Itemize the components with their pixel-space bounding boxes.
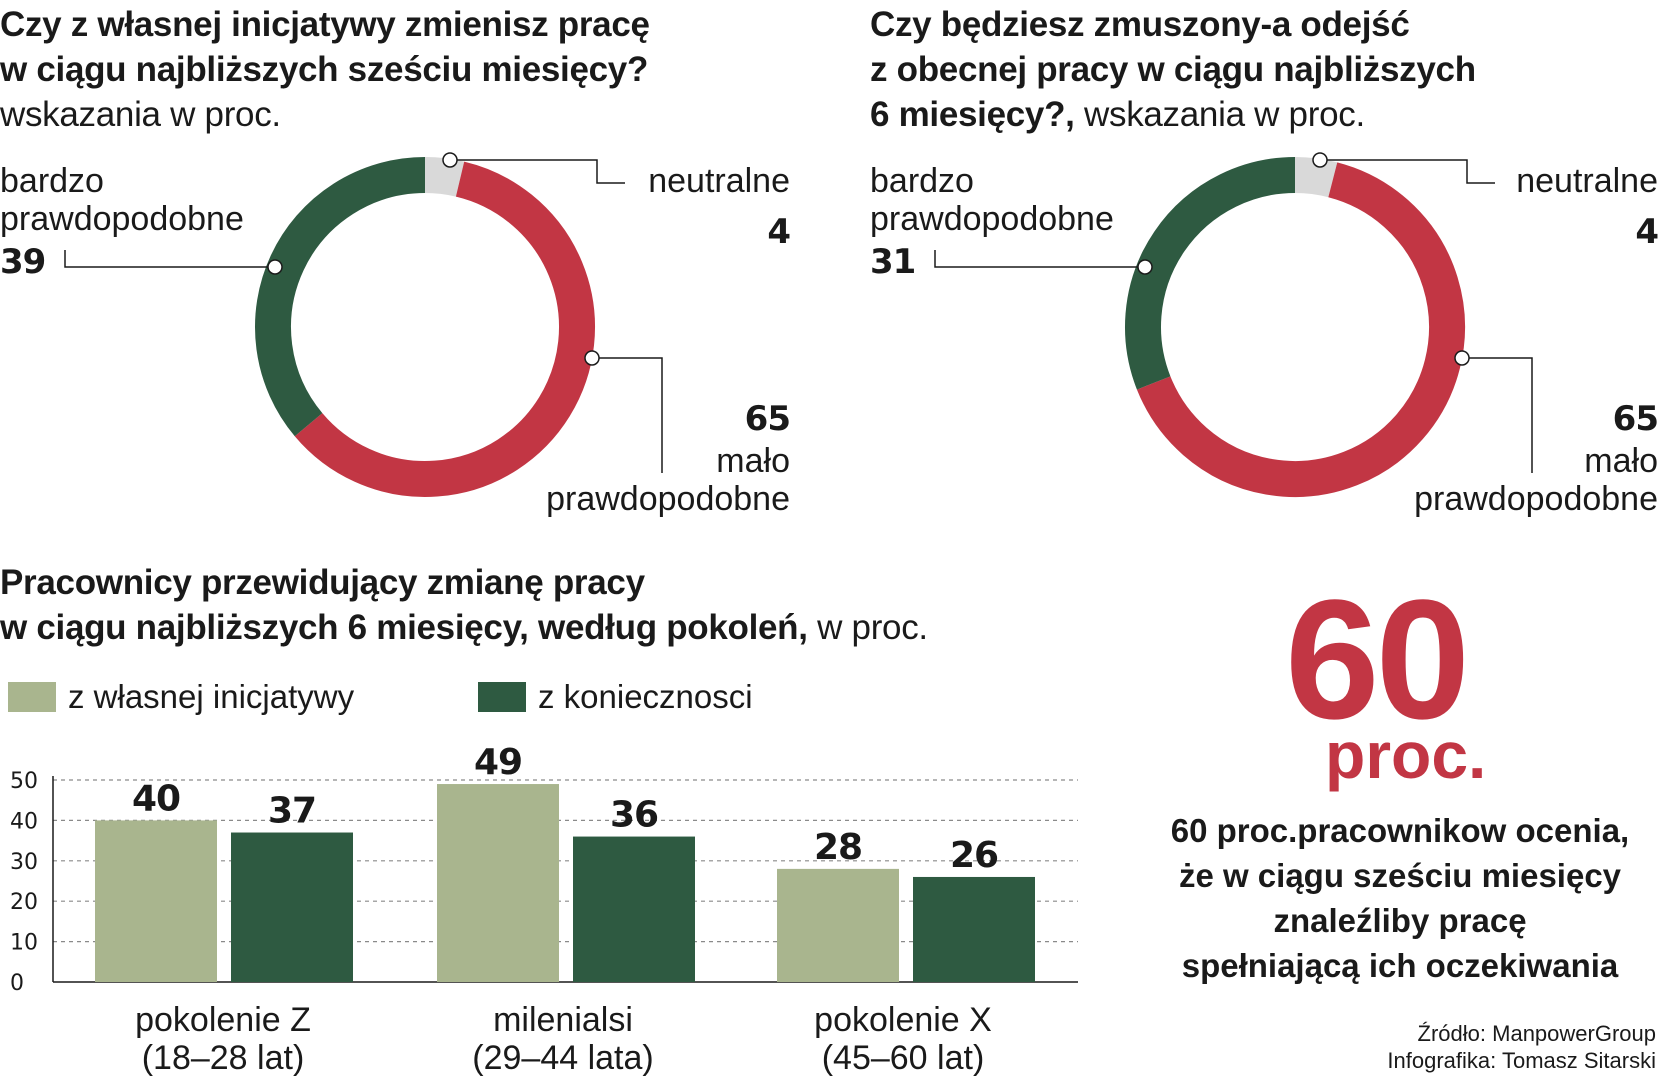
donut1-slice-neutral	[424, 157, 465, 197]
donut1-chart	[255, 157, 595, 497]
donut1-neutral-value: 4	[767, 212, 791, 252]
bar-title: Pracownicy przewidujący zmianę pracy w c…	[0, 560, 928, 650]
y-tick-label-30: 30	[10, 850, 38, 875]
donut1-very-label: bardzo prawdopodobne	[0, 162, 244, 238]
bar-value-label-0-1: 37	[268, 791, 316, 832]
donut2-title-line3: 6 miesięcy?,	[870, 95, 1075, 134]
donut1-neutral-dot	[442, 152, 458, 168]
donut1-unlikely-leader	[592, 357, 663, 473]
bar-1-0	[437, 784, 559, 982]
bar-title-line1: Pracownicy przewidujący zmianę pracy	[0, 563, 645, 602]
legend-swatch-own	[8, 682, 56, 712]
donut1-very-value: 39	[0, 242, 46, 282]
bar-1-1	[573, 836, 695, 982]
bar-0-1	[231, 832, 353, 982]
donut1-unlikely-dot	[584, 350, 600, 366]
donut2-very-dot	[1137, 259, 1153, 275]
donut1-slice-unlikely	[294, 161, 595, 497]
donut2-unlikely-leader	[1462, 357, 1533, 473]
bar-subtitle: w proc.	[807, 608, 928, 647]
legend-label-forced: z koniecznosci	[538, 678, 753, 715]
donut1-slice-very	[255, 157, 426, 437]
donut1-unlikely-value: 65	[744, 399, 791, 439]
y-tick-label-0: 0	[10, 971, 24, 996]
category-label-z: pokolenie Z (18–28 lat)	[135, 1001, 311, 1077]
donut2-very-leader	[934, 250, 1145, 268]
donut2-very-label: bardzo prawdopodobne	[870, 162, 1114, 238]
donut1-title: Czy z własnej inicjatywy zmienisz pracę …	[0, 2, 650, 137]
donut1-subtitle: wskazania w proc.	[0, 95, 281, 134]
bar-2-1	[913, 876, 1035, 982]
bar-title-line2: w ciągu najbliższych 6 miesięcy, według …	[0, 608, 808, 647]
y-tick-label-10: 10	[10, 931, 38, 956]
donut2-unlikely-value: 65	[1612, 399, 1659, 439]
donut1-neutral-label: neutralne	[648, 162, 790, 200]
donut1-very-dot	[267, 259, 283, 275]
donut2-title: Czy będziesz zmuszony-a odejść z obecnej…	[870, 2, 1476, 137]
legend-label-own: z własnej inicjatywy	[68, 678, 355, 715]
donut2-neutral-dot	[1312, 152, 1328, 168]
category-label-x: pokolenie X (45–60 lat)	[814, 1001, 992, 1077]
bar-value-label-2-0: 28	[814, 827, 862, 868]
donut2-slice-neutral	[1294, 157, 1338, 198]
credit-source: Źródło: ManpowerGroup	[1417, 1021, 1656, 1046]
donut2-slice-unlikely	[1136, 162, 1465, 497]
bar-0-0	[95, 820, 217, 982]
donut2-very-value: 31	[870, 242, 916, 282]
bar-value-label-0-0: 40	[132, 778, 180, 819]
donut2-neutral-leader	[1320, 159, 1495, 184]
bar-chart-svg: 0 10 20 30 40 50 40 37 49 36 28 26	[10, 742, 1078, 996]
donut2-neutral-value: 4	[1635, 212, 1659, 252]
highlight-big-number: 60	[1285, 565, 1470, 755]
bar-value-label-1-0: 49	[474, 742, 522, 783]
highlight-unit: proc.	[1325, 718, 1487, 792]
highlight-text: 60 proc.pracownikow ocenia, że w ciągu s…	[1170, 812, 1630, 984]
credits: Źródło: ManpowerGroup Infografika: Tomas…	[1256, 1020, 1656, 1074]
legend-swatch-forced	[478, 682, 526, 712]
y-tick-label-50: 50	[10, 769, 38, 794]
donut2-slice-very	[1125, 157, 1296, 390]
donut1-title-line1: Czy z własnej inicjatywy zmienisz pracę	[0, 5, 650, 44]
donut2-subtitle: wskazania w proc.	[1074, 95, 1365, 134]
credit-author: Infografika: Tomasz Sitarski	[1387, 1048, 1656, 1073]
donut1-very-leader	[64, 250, 275, 268]
donut2-neutral-label: neutralne	[1516, 162, 1658, 200]
bar-value-label-2-1: 26	[950, 835, 998, 876]
bar-2-0	[777, 868, 899, 982]
bar-value-label-1-1: 36	[610, 795, 658, 836]
donut2-unlikely-label: mało prawdopodobne	[1414, 442, 1658, 518]
donut2-chart	[1125, 157, 1465, 497]
y-tick-label-20: 20	[10, 890, 38, 915]
donut2-title-line1: Czy będziesz zmuszony-a odejść	[870, 5, 1410, 44]
donut1-title-line2: w ciągu najbliższych sześciu miesięcy?	[0, 50, 649, 89]
donut2-unlikely-dot	[1454, 350, 1470, 366]
y-tick-label-40: 40	[10, 809, 38, 834]
donut2-title-line2: z obecnej pracy w ciągu najbliższych	[870, 50, 1476, 89]
donut1-neutral-leader	[450, 159, 625, 184]
category-label-millennials: milenialsi (29–44 lata)	[472, 1001, 654, 1077]
donut1-unlikely-label: mało prawdopodobne	[546, 442, 790, 518]
